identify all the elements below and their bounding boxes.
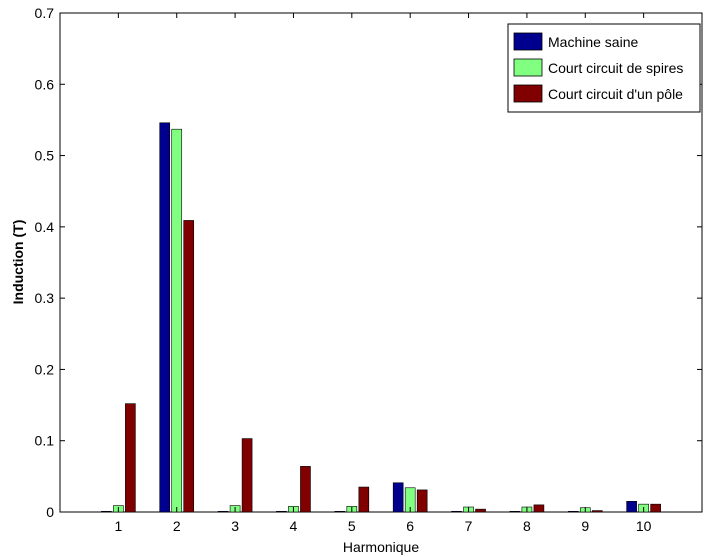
bar-1-2	[159, 122, 171, 513]
bar-3-3	[241, 438, 253, 513]
bar-1-5	[334, 510, 346, 513]
y-tick-label: 0.7	[35, 5, 55, 21]
bar-3-6	[416, 489, 428, 513]
legend-swatch-court-circuit-spires	[513, 58, 543, 77]
bar-1-1	[101, 510, 112, 513]
y-tick-label: 0.4	[35, 219, 55, 235]
y-tick-label: 0.5	[35, 148, 55, 164]
legend: Machine saine Court circuit de spires Co…	[507, 23, 701, 113]
y-tick-label: 0.6	[35, 76, 55, 92]
bar-3-2	[183, 220, 195, 513]
ticks-layer: 0 0.1 0.2 0.3 0.4 0.5 0.6 0.7 1 2 3 4 5 6 7 8 9 10	[35, 5, 702, 534]
bar-1-10	[626, 501, 637, 513]
x-tick-label: 8	[523, 518, 531, 534]
legend-label-court-circuit-spires: Court circuit de spires	[548, 60, 683, 76]
bar-3-10	[650, 503, 661, 513]
x-tick-label: 7	[465, 518, 473, 534]
x-tick-label: 1	[114, 518, 122, 534]
y-axis-label: Induction (T)	[10, 220, 26, 305]
x-axis-label: Harmonique	[343, 539, 419, 555]
legend-label-machine-saine: Machine saine	[548, 34, 638, 50]
bar-1-3	[217, 510, 229, 513]
bar-1-7	[451, 510, 462, 513]
y-tick-label: 0.2	[35, 361, 55, 377]
bar-1-9	[567, 510, 579, 513]
x-tick-label: 3	[231, 518, 239, 534]
bar-3-9	[591, 510, 603, 513]
x-tick-label: 2	[173, 518, 181, 534]
bar-3-7	[475, 508, 486, 513]
bar-1-8	[509, 510, 521, 513]
bar-2-2	[171, 128, 183, 513]
legend-swatch-court-circuit-pole	[513, 84, 543, 103]
y-tick-label: 0.1	[35, 433, 55, 449]
bar-3-5	[358, 486, 370, 513]
bar-1-6	[392, 482, 404, 513]
legend-label-court-circuit-pole: Court circuit d'un pôle	[548, 86, 683, 102]
x-tick-label: 10	[636, 518, 652, 534]
y-tick-label: 0	[46, 504, 54, 520]
x-tick-label: 6	[406, 518, 414, 534]
x-tick-label: 5	[348, 518, 356, 534]
y-tick-label: 0.3	[35, 290, 55, 306]
bar-1-4	[276, 510, 287, 513]
x-tick-label: 9	[581, 518, 589, 534]
bar-3-4	[300, 466, 311, 513]
legend-swatch-machine-saine	[513, 32, 543, 51]
bar-3-8	[533, 504, 545, 513]
bar-3-1	[125, 403, 136, 513]
x-tick-label: 4	[290, 518, 298, 534]
